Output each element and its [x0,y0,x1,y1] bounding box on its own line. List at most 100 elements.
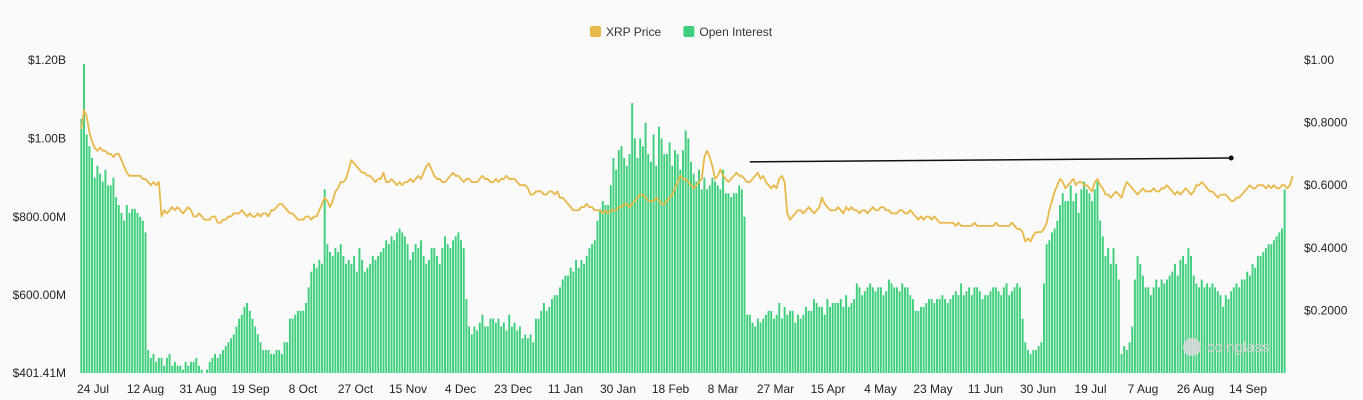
oi-bar [1240,279,1243,373]
oi-bar [1184,263,1187,373]
oi-bar [460,240,463,373]
oi-bar [711,177,714,373]
oi-bar [208,361,211,373]
oi-bar [329,252,331,373]
oi-bar [706,189,709,373]
oi-bar [866,287,869,373]
oi-bar [957,295,960,373]
xrp-price-line [80,109,1294,243]
oi-bar [510,326,513,373]
oi-bar [398,228,401,373]
oi-bar [1232,287,1235,373]
oi-bar [481,314,484,373]
oi-bar [901,283,904,373]
oi-bar [759,322,762,373]
oi-bar [107,185,110,373]
oi-bar [211,357,214,373]
oi-bar [1051,232,1053,373]
oi-bar [1214,287,1217,373]
oi-bar [738,185,741,373]
oi-bar [1000,295,1003,373]
oi-bar [1238,287,1241,373]
oi-bar [1243,279,1246,373]
oi-bar [246,303,249,373]
oi-bar [730,197,733,373]
oi-bar [275,350,278,373]
oi-bar [385,240,388,373]
oi-bar [930,299,933,373]
oi-bar [625,165,628,373]
oi-bar [788,310,791,373]
oi-bar [1008,295,1011,373]
oi-bar [922,306,925,373]
oi-bar [548,306,551,373]
oi-bar [500,326,503,373]
oi-bar [489,318,492,373]
oi-bar [1283,189,1286,373]
oi-bar [1032,350,1035,373]
oi-bar [885,291,888,373]
oi-bar [1147,287,1150,373]
oi-bar [874,291,877,373]
watermark: coinglass [1183,338,1270,356]
oi-bar [152,353,155,373]
oi-bar [505,330,508,373]
oi-bar [534,318,537,373]
oi-bar [115,197,118,373]
oi-bar [1064,201,1067,373]
oi-bar [1018,287,1021,373]
oi-bar [85,134,88,373]
oi-bar [409,259,412,373]
oi-bar [1262,252,1265,373]
oi-bar [684,130,687,373]
oi-bar [401,232,404,373]
oi-bar [529,334,532,373]
oi-bar [818,306,821,373]
oi-bar [206,369,208,373]
oi-bar [230,338,233,373]
y-right-tick-label: $1.00 [1304,53,1334,67]
oi-bar [997,291,1000,373]
legend-item-1[interactable]: Open Interest [683,25,773,39]
oi-bar [1176,275,1179,373]
oi-bar [321,263,323,373]
oi-bar [1198,287,1201,373]
oi-bar [291,318,294,373]
oi-bar [644,122,647,374]
oi-bar [858,287,861,373]
oi-bar [179,365,182,373]
oi-bar [144,232,147,373]
oi-bar [540,310,543,373]
oi-bar [746,314,749,373]
oi-bar [1048,240,1051,373]
x-tick-label: 18 Feb [652,382,690,396]
oi-bar [256,334,259,373]
oi-bar [837,303,840,373]
legend-item-0[interactable]: XRP Price [590,25,661,39]
oi-bar [508,314,511,373]
oi-bar [591,244,594,373]
oi-bar [762,318,765,373]
oi-bar [805,306,807,373]
oi-bar [347,259,350,373]
y-axis-right: $1.00 $0.8000 $0.6000 $0.4000 $0.2000 [1304,53,1348,317]
oi-bar [494,322,497,373]
oi-bar [775,314,778,373]
oi-bar [1123,346,1126,373]
oi-bar [780,318,783,373]
oi-bar [403,236,406,373]
oi-bar [567,275,569,373]
oi-bar [192,361,195,373]
oi-bar [304,303,307,373]
oi-bar [219,353,222,373]
oi-bar [414,244,417,373]
oi-bar [1200,279,1203,373]
oi-bar [387,244,390,373]
oi-bar [104,169,107,373]
oi-bar [1088,193,1091,373]
oi-bar [526,338,529,373]
oi-bar [128,212,131,373]
oi-bar [492,318,495,373]
oi-bar [863,291,866,373]
oi-bar [564,275,567,373]
